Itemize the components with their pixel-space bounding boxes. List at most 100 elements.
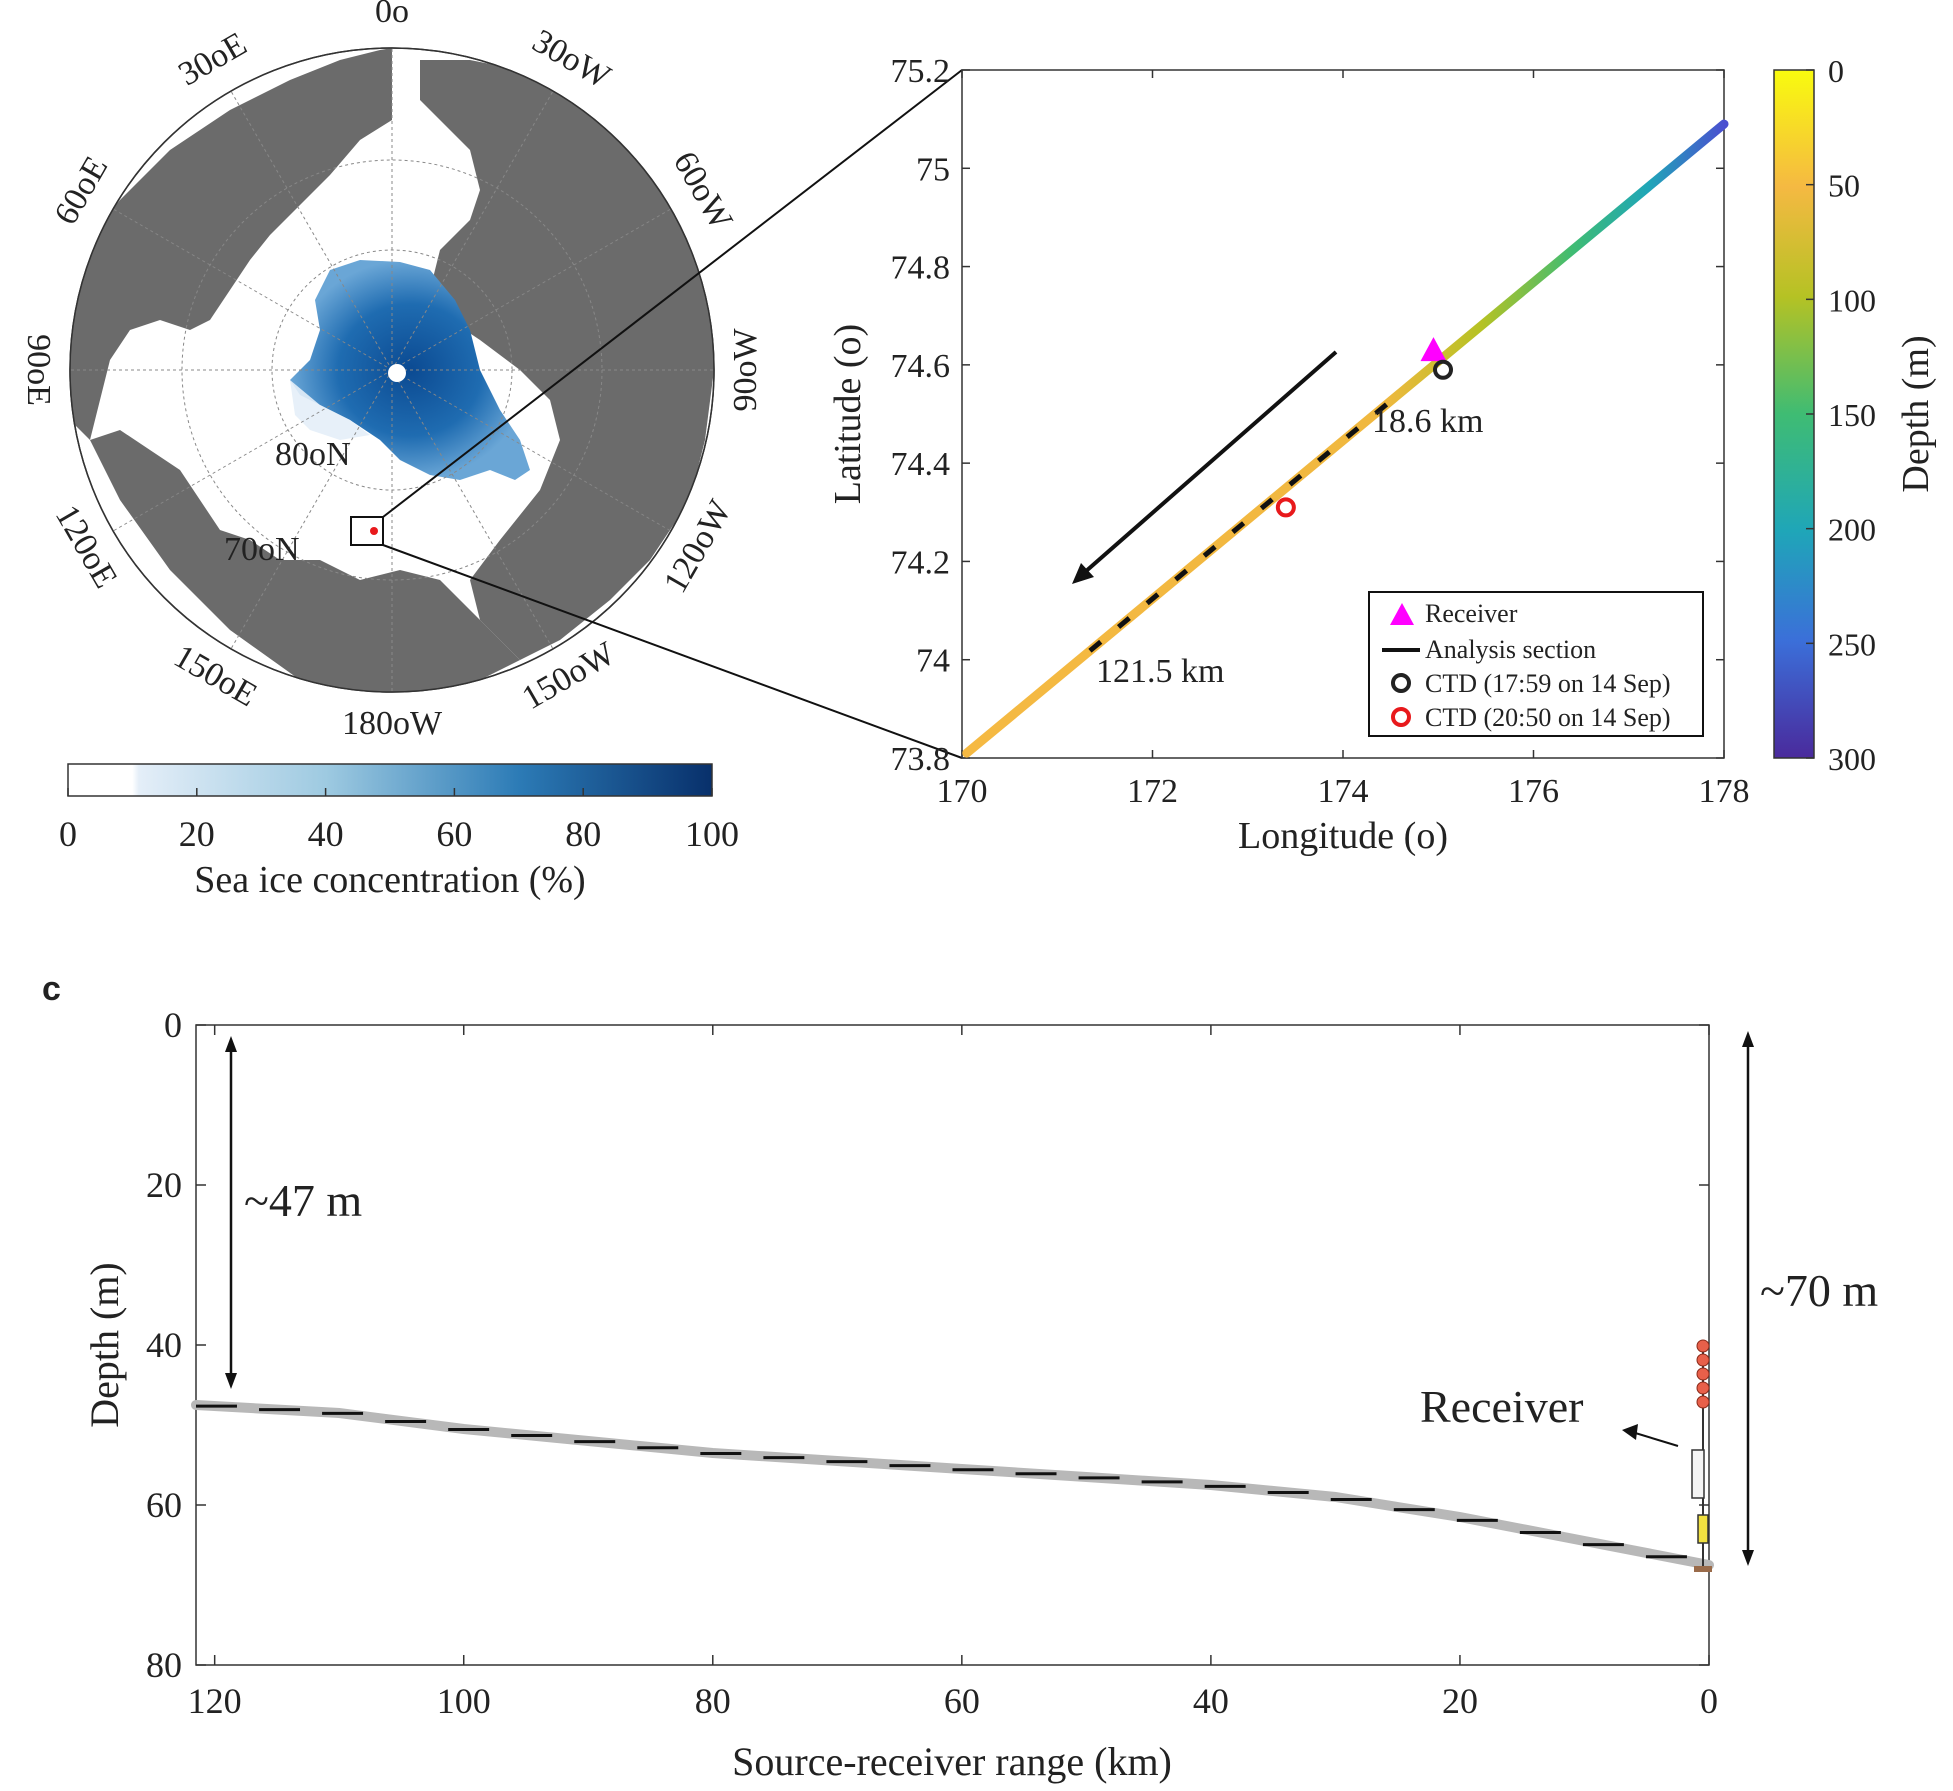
bathy-y-tick: 80 [146,1645,182,1685]
analysis-section-dash [1116,616,1131,629]
sea-ice-colorbar: 0 20 40 60 80 100 Sea ice concentration (%) [59,763,739,901]
receiver-pointer [1631,1431,1679,1447]
graticule [70,48,714,692]
analysis-section-dash [1345,426,1360,440]
meridian-label: 180oW [342,705,443,742]
receiver-pointer-head [1622,1424,1638,1440]
depth-47-arrow-head-bottom [225,1373,237,1389]
bathy-x-tick: 80 [695,1681,731,1721]
depth-colorbar-tick: 250 [1828,626,1876,662]
depth-colorbar-tick: 200 [1828,512,1876,548]
depth-colorbar-tick: 300 [1828,741,1876,777]
track-y-tick: 75 [916,151,950,188]
legend-ctd1-icon [1391,673,1411,693]
track-y-tick: 74.4 [891,446,951,483]
bathy-y-axis-label: Depth (m) [82,1262,127,1428]
ctd-marker [1275,497,1296,518]
meridian-label: 30oE [172,25,253,93]
sea-ice-margin [290,380,370,440]
land-eurasia [70,48,392,440]
lat-label-80: 80oN [275,436,351,473]
analysis-section-dash [1316,449,1331,463]
track-y-tick: 74 [916,643,950,680]
analysis-section-dash [1145,592,1160,606]
meridian-label: 90oW [727,328,764,412]
depth-colorbar-tick: 0 [1828,53,1844,89]
ice-colorbar-tick: 20 [179,814,215,854]
direction-arrow [1083,350,1338,574]
bathy-x-axis-label: Source-receiver range (km) [732,1739,1172,1784]
legend-analysis-section: Analysis section [1425,635,1596,664]
bathymetry-chart: 120 100 80 60 40 20 0 0 20 40 60 80 Source-receiver… [82,1005,1878,1784]
meridian-label: 60oE [47,150,115,231]
track-x-tick: 172 [1127,773,1178,810]
track-y-tick: 74.6 [891,348,951,385]
receiver-mooring [1691,1339,1712,1572]
track-x-tick: 174 [1318,773,1369,810]
depth-47-arrow-head-top [225,1036,237,1052]
legend-ctd1: CTD (17:59 on 14 Sep) [1425,669,1671,698]
depth-colorbar: 0 50 100 150 200 250 300 Depth (m) [1773,53,1937,777]
annotation-121-5-km: 121.5 km [1096,653,1224,690]
legend: Receiver Analysis section CTD (17:59 on … [1368,591,1704,737]
ctd-marker [1433,359,1454,380]
analysis-section-dash [1259,497,1274,511]
ice-colorbar-tick: 40 [308,814,344,854]
ice-colorbar-tick: 80 [565,814,601,854]
annotation-47-m: ~47 m [244,1175,362,1226]
mooring-anchor [1694,1566,1712,1572]
receiver-instrument [1691,1449,1705,1499]
zoom-line-bottom [382,544,963,759]
bathy-y-tick: 0 [164,1005,182,1045]
meridian-label: 90oE [20,334,57,406]
track-chart: 170 172 174 176 178 73.8 74 74.2 74.4 74.6 74.8 75 7… [827,53,1750,857]
annotation-18-6-km: 18.6 km [1372,403,1483,440]
legend-ctd2: CTD (20:50 on 14 Sep) [1425,703,1671,732]
annotation-receiver: Receiver [1420,1381,1583,1432]
north-pole-hole [388,364,406,382]
analysis-section-dash [1374,402,1389,416]
analysis-section-dash [1202,544,1217,558]
meridian-label: 0o [375,0,409,30]
track-y-tick: 75.2 [891,53,951,90]
track-y-tick: 73.8 [891,741,951,778]
depth-colorbar-label: Depth (m) [1895,335,1937,492]
track-x-tick: 170 [937,773,988,810]
analysis-section-dash [1174,568,1189,582]
legend-ctd2-icon [1391,707,1411,727]
bathy-x-tick: 0 [1700,1681,1718,1721]
track-y-tick: 74.2 [891,544,951,581]
depth-colorbar-tick: 50 [1828,168,1860,204]
track-x-tick: 178 [1699,773,1750,810]
bathy-y-tick: 20 [146,1165,182,1205]
bathy-x-tick: 100 [437,1681,491,1721]
bathy-x-tick: 120 [188,1681,242,1721]
study-area-marker [370,527,378,535]
ice-colorbar-tick: 60 [436,814,472,854]
bathy-x-tick: 60 [944,1681,980,1721]
receiver-marker [1420,337,1447,362]
analysis-section-dash [1088,639,1103,653]
bathy-y-tick: 40 [146,1325,182,1365]
bathy-x-tick: 20 [1442,1681,1478,1721]
track-y-axis-label: Latitude (o) [827,324,869,504]
annotation-70-m: ~70 m [1760,1265,1878,1316]
analysis-section-dash [1231,521,1246,534]
depth-70-arrow-head-bottom [1742,1550,1754,1566]
track-y-tick: 74.8 [891,250,951,287]
legend-receiver: Receiver [1425,599,1518,628]
direction-arrow-head [1072,563,1094,584]
panel-label-c: c [42,970,61,1008]
ice-colorbar-tick: 100 [685,814,739,854]
depth-70-arrow-head-top [1742,1031,1754,1047]
track-x-axis-label: Longitude (o) [1238,815,1448,857]
bathy-x-tick: 40 [1193,1681,1229,1721]
track-x-tick: 176 [1508,773,1559,810]
study-area-box [350,516,384,546]
depth-colorbar-tick: 150 [1828,397,1876,433]
zoom-line-top [382,69,963,518]
analysis-section-dash [1288,473,1303,487]
land-siberia-alaska [90,430,520,692]
bathy-y-tick: 60 [146,1485,182,1525]
